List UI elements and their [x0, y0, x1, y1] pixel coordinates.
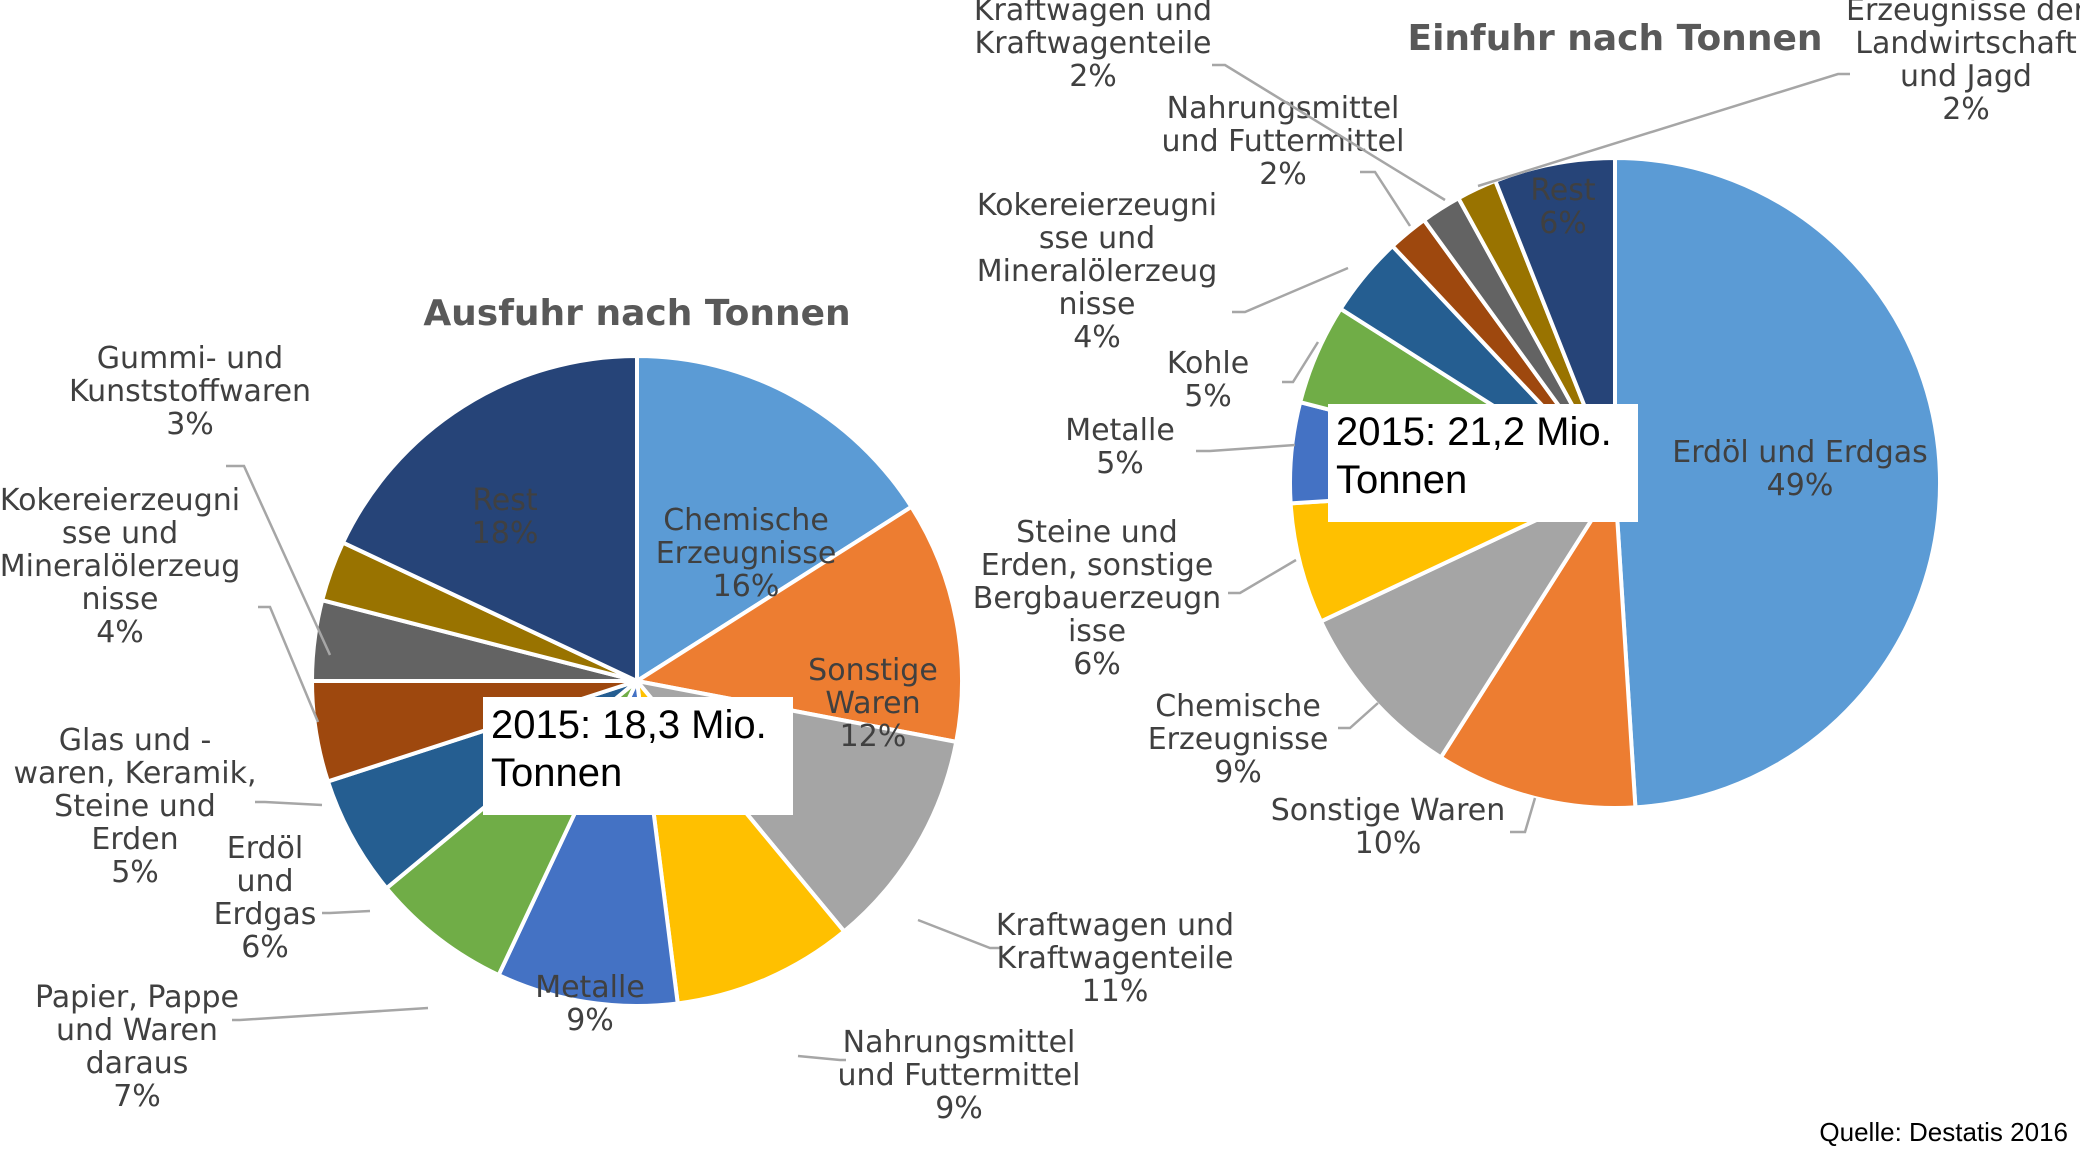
import-total-label: 2015: 21,2 Mio. Tonnen: [1328, 404, 1638, 522]
import-chart-title: Einfuhr nach Tonnen: [1407, 18, 1822, 59]
import-slice-chemische-erzeugnisse: [1318, 478, 1621, 761]
import-leader-kohle: [1282, 341, 1320, 384]
import-leader-nahrungsmittel-und-futtermittel: [1360, 170, 1412, 227]
export-label-glas-und-waren-keramik-steine-und-erden: Glas und -waren, Keramik, Steine und Erden…: [14, 723, 257, 890]
export-leader-nahrungsmittel-und-futtermittel: [797, 1054, 846, 1062]
export-leader-papier-pappe-und-waren-daraus: [232, 1006, 429, 1022]
import-leader-metalle: [1196, 443, 1296, 453]
import-label-chemische-erzeugnisse: Chemische Erzeugnisse 9%: [1148, 689, 1329, 790]
import-leader-chemische-erzeugnisse: [1338, 702, 1379, 730]
export-total-label: 2015: 18,3 Mio. Tonnen: [483, 697, 793, 815]
import-leader-kraftwagen-und-kraftwagenteile: [1212, 63, 1446, 202]
export-leader-glas-und-waren-keramik-steine-und-erden: [255, 800, 323, 807]
export-label-metalle: Metalle 9%: [535, 970, 645, 1038]
export-leader-gummi-und-kunststoffwaren: [226, 464, 332, 656]
import-label-kohle: Kohle 5%: [1167, 346, 1249, 414]
export-label-erdoel-und-erdgas: Erdöl und Erdgas 6%: [214, 831, 317, 965]
export-label-rest: Rest 18%: [472, 483, 539, 551]
export-chart-title: Ausfuhr nach Tonnen: [423, 293, 850, 334]
export-leader-kokereierzeugnisse-und-mineraloelerzeugnisse: [258, 605, 320, 723]
export-total-text: 2015: 18,3 Mio. Tonnen: [491, 703, 767, 795]
export-label-chemische-erzeugnisse: Chemische Erzeugnisse 16%: [656, 503, 837, 604]
import-label-rest: Rest 6%: [1530, 173, 1596, 241]
export-slice-sonstige-waren: [631, 504, 964, 745]
export-label-sonstige-waren: Sonstige Waren 12%: [808, 653, 938, 754]
import-leader-sonstige-waren: [1510, 797, 1537, 834]
import-slice-erdoel-und-erdgas: [1613, 155, 1943, 810]
import-label-erzeugnisse-der-landwirtschaft-und-jagd: Erzeugnisse der Landwirtschaft und Jagd 2%: [1846, 0, 2080, 127]
export-label-gummi-und-kunststoffwaren: Gummi- und Kunststoffwaren 3%: [69, 341, 311, 442]
export-slice-rest: [340, 353, 639, 685]
import-label-sonstige-waren: Sonstige Waren 10%: [1271, 793, 1505, 861]
import-label-kraftwagen-und-kraftwagenteile: Kraftwagen und Kraftwagenteile 2%: [974, 0, 1212, 94]
export-leader-kraftwagen-und-kraftwagenteile: [917, 918, 1000, 950]
export-label-nahrungsmittel-und-futtermittel: Nahrungsmittel und Futtermittel 9%: [838, 1025, 1081, 1126]
import-total-text: 2015: 21,2 Mio. Tonnen: [1336, 410, 1612, 502]
export-label-kraftwagen-und-kraftwagenteile: Kraftwagen und Kraftwagenteile 11%: [996, 908, 1234, 1009]
import-leader-steine-und-erden-sonstige-bergbauerzeugnisse: [1228, 558, 1297, 595]
import-leader-kokereierzeugnisse-und-mineraloelerzeugnisse: [1232, 266, 1349, 314]
source-note: Quelle: Destatis 2016: [1819, 1117, 2068, 1147]
export-label-papier-pappe-und-waren-daraus: Papier, Pappe und Waren daraus 7%: [35, 980, 239, 1114]
export-slice-chemische-erzeugnisse: [635, 353, 915, 685]
import-label-kokereierzeugnisse-und-mineraloelerzeugnisse: Kokereierzeugni sse und Mineralölerzeug nis…: [977, 188, 1217, 355]
import-label-metalle: Metalle 5%: [1065, 413, 1175, 481]
import-pie: Erdöl und Erdgas 49% Sonstige Waren 10%Chem…: [973, 0, 2080, 861]
export-label-kokereierzeugnisse-und-mineraloelerzeugnisse: Kokereierzeugni sse und Mineralölerzeug nis…: [0, 483, 240, 650]
import-label-erdoel-und-erdgas: Erdöl und Erdgas 49%: [1672, 435, 1928, 503]
import-label-steine-und-erden-sonstige-bergbauerzeugnisse: Steine und Erden, sonstige Bergbauerzeugn i…: [973, 515, 1221, 682]
export-leader-erdoel-und-erdgas: [322, 909, 371, 915]
import-label-nahrungsmittel-und-futtermittel: Nahrungsmittel und Futtermittel 2%: [1162, 91, 1405, 192]
import-leader-erzeugnisse-der-landwirtschaft-und-jagd: [1477, 72, 1850, 188]
